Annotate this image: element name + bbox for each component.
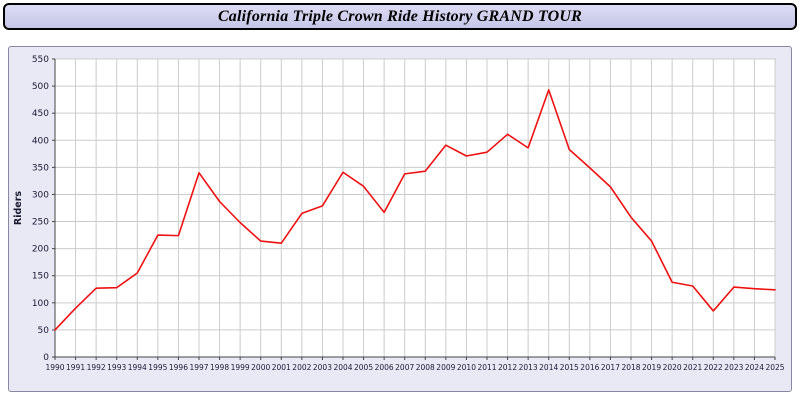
- x-tick-label: 2018: [621, 363, 640, 372]
- x-tick-label: 2008: [416, 363, 435, 372]
- x-tick-label: 2020: [663, 363, 682, 372]
- x-tick-label: 1994: [128, 363, 147, 372]
- x-tick-label: 2025: [765, 363, 784, 372]
- plot-area: [54, 58, 776, 358]
- x-tick-label: 2004: [333, 363, 352, 372]
- y-tick-label: 550: [32, 55, 49, 65]
- x-tick-label: 1990: [45, 363, 64, 372]
- x-tick-label: 2003: [313, 363, 332, 372]
- x-tick-labels: 1990 1991 1992 1993 1994 1995 1996 1997 1998 1999…: [45, 357, 785, 372]
- x-tick-label: 1996: [169, 363, 188, 372]
- x-tick-label: 2002: [292, 363, 311, 372]
- chart-title-bar: California Triple Crown Ride History GRA…: [3, 3, 797, 30]
- x-tick-label: 2007: [395, 363, 414, 372]
- x-tick-label: 2023: [724, 363, 743, 372]
- y-tick-label: 500: [32, 82, 49, 92]
- x-tick-label: 2011: [477, 363, 496, 372]
- y-tick-label: 450: [32, 109, 49, 119]
- x-tick-label: 1999: [231, 363, 250, 372]
- x-tick-label: 1993: [107, 363, 126, 372]
- riders-series-line: [54, 89, 776, 331]
- y-tick-labels: 0 50 100 150 200 250 300 350 400 450 500 550: [32, 55, 55, 363]
- x-tick-label: 2013: [519, 363, 538, 372]
- x-tick-label: 2016: [580, 363, 599, 372]
- x-tick-label: 2005: [354, 363, 373, 372]
- x-tick-label: 1998: [210, 363, 229, 372]
- x-tick-label: 2010: [457, 363, 476, 372]
- y-tick-label: 50: [38, 326, 50, 336]
- chart-panel: 0 50 100 150 200 250 300 350 400 450 500 550 1990 199…: [8, 46, 792, 392]
- y-tick-label: 200: [32, 245, 49, 255]
- y-tick-label: 100: [32, 299, 49, 309]
- x-tick-label: 2022: [704, 363, 723, 372]
- x-tick-label: 1991: [66, 363, 85, 372]
- y-tick-label: 300: [32, 190, 49, 200]
- x-tick-label: 2014: [539, 363, 558, 372]
- x-tick-label: 1992: [87, 363, 106, 372]
- y-tick-label: 400: [32, 136, 49, 146]
- x-tick-label: 2024: [745, 363, 764, 372]
- x-tick-label: 1995: [148, 363, 167, 372]
- y-tick-label: 150: [32, 272, 49, 282]
- x-tick-label: 2015: [560, 363, 579, 372]
- x-tick-label: 2009: [436, 363, 455, 372]
- x-tick-label: 2021: [683, 363, 702, 372]
- x-tick-label: 1997: [189, 363, 208, 372]
- x-tick-label: 2001: [272, 363, 291, 372]
- x-tick-label: 2017: [601, 363, 620, 372]
- chart-title: California Triple Crown Ride History GRA…: [217, 7, 583, 25]
- x-tick-label: 2000: [251, 363, 270, 372]
- axes: [54, 59, 775, 358]
- y-axis-title: Riders: [13, 191, 24, 226]
- y-tick-label: 250: [32, 218, 49, 228]
- x-tick-label: 2012: [498, 363, 517, 372]
- y-tick-label: 350: [32, 163, 49, 173]
- y-tick-label: 0: [43, 353, 49, 363]
- x-tick-label: 2006: [375, 363, 394, 372]
- x-tick-label: 2019: [642, 363, 661, 372]
